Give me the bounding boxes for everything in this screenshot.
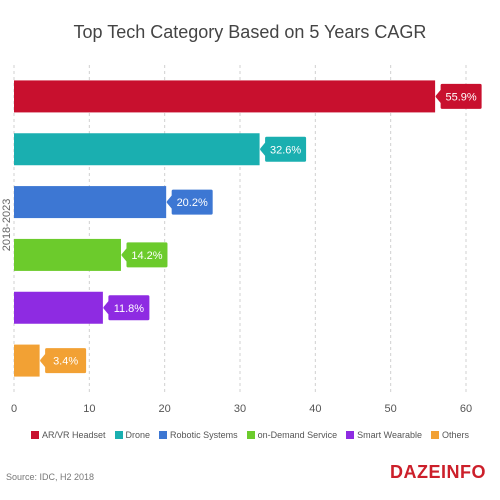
legend-label: on-Demand Service <box>257 430 338 440</box>
legend-label: Smart Wearable <box>357 430 422 440</box>
data-label: 3.4% <box>53 356 78 368</box>
legend-swatch <box>246 431 255 439</box>
x-tick-label: 50 <box>385 403 397 415</box>
legend-label: Drone <box>125 430 151 440</box>
legend-swatch <box>31 431 39 439</box>
data-label-callout <box>40 348 87 374</box>
legend-swatch <box>114 431 123 439</box>
data-label-callout <box>103 295 150 321</box>
legend-item: Drone <box>114 430 151 440</box>
legend: AR/VR Headset Drone Robotic Systems on-Dema… <box>0 430 500 440</box>
data-label-callout <box>121 242 168 268</box>
bar <box>14 238 121 271</box>
bar <box>14 80 436 113</box>
legend-swatch <box>346 431 355 439</box>
source-note: Source: IDC, H2 2018 <box>6 472 95 482</box>
legend-item: Robotic Systems <box>159 430 238 440</box>
data-label: 32.6% <box>270 144 301 156</box>
chart-title: Top Tech Category Based on 5 Years CAGR <box>73 22 427 42</box>
bar <box>14 133 260 166</box>
bar <box>14 291 103 324</box>
data-label: 55.9% <box>446 91 477 103</box>
legend-item: Others <box>430 430 469 440</box>
bar <box>14 186 167 219</box>
legend-item: AR/VR Headset <box>31 430 106 440</box>
y-axis-label: 2018-2023 <box>1 199 13 252</box>
x-tick-label: 30 <box>234 403 246 415</box>
bar <box>14 344 40 377</box>
legend-item: on-Demand Service <box>246 430 338 440</box>
x-tick-label: 40 <box>309 403 321 415</box>
data-label: 14.2% <box>131 250 162 262</box>
legend-label: Robotic Systems <box>170 430 238 440</box>
dazeinfo-logo: DAZEINFO <box>390 462 486 482</box>
legend-item: Smart Wearable <box>346 430 422 440</box>
data-label: 11.8% <box>114 303 145 315</box>
legend-swatch <box>159 431 168 439</box>
legend-label: AR/VR Headset <box>42 430 106 440</box>
x-tick-label: 10 <box>83 403 95 415</box>
legend-label: Others <box>441 430 469 440</box>
legend-swatch <box>430 431 439 439</box>
data-label: 20.2% <box>177 197 208 209</box>
data-label-callout <box>260 136 307 162</box>
data-label-callout <box>435 83 482 109</box>
x-tick-label: 60 <box>460 403 472 415</box>
x-tick-label: 0 <box>11 403 17 415</box>
x-tick-label: 20 <box>159 403 171 415</box>
data-label-callout <box>166 189 213 215</box>
